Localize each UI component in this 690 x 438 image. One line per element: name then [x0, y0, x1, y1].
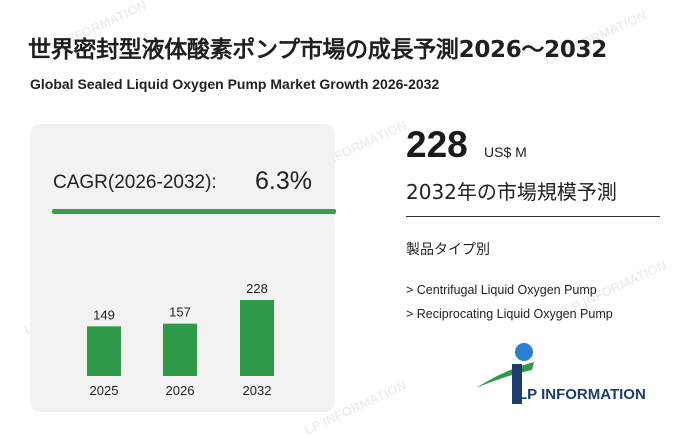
cagr-underline: [52, 209, 336, 214]
logo-l-stroke: [512, 364, 522, 404]
chart-card: CAGR(2026-2032): 6.3% 149 2025 157 2026 228 2…: [30, 124, 336, 412]
divider: [406, 216, 660, 217]
bar-value-label: 149: [93, 307, 115, 322]
segment-item: > Reciprocating Liquid Oxygen Pump: [406, 307, 613, 321]
logo-swoosh: [476, 362, 534, 388]
lp-information-logo: [476, 343, 534, 404]
market-size-value: 228: [406, 124, 468, 165]
bar-value-label: 157: [169, 305, 191, 320]
logo-circle: [515, 343, 533, 361]
bar-2032: [240, 300, 274, 376]
segment-item: > Centrifugal Liquid Oxygen Pump: [406, 283, 597, 297]
x-tick-label: 2026: [166, 383, 195, 398]
bar-chart: 149 2025 157 2026 228 2032: [87, 281, 274, 398]
bar-2026: [163, 323, 197, 376]
bar-value-label: 228: [246, 281, 268, 296]
segment-title: 製品タイプ別: [406, 242, 490, 258]
x-tick-label: 2025: [90, 383, 119, 398]
logo-text: LP INFORMATION: [518, 386, 646, 403]
page-subtitle: Global Sealed Liquid Oxygen Pump Market …: [30, 76, 440, 92]
cagr-label: CAGR(2026-2032):: [53, 172, 217, 193]
bar-2025: [87, 326, 121, 376]
cagr-value: 6.3%: [255, 167, 312, 195]
page-title: 世界密封型液体酸素ポンプ市場の成長予測2026～2032: [28, 37, 607, 63]
market-size-unit: US$ M: [484, 144, 527, 160]
x-tick-label: 2032: [243, 383, 272, 398]
forecast-label: 2032年の市場規模予測: [406, 180, 617, 204]
